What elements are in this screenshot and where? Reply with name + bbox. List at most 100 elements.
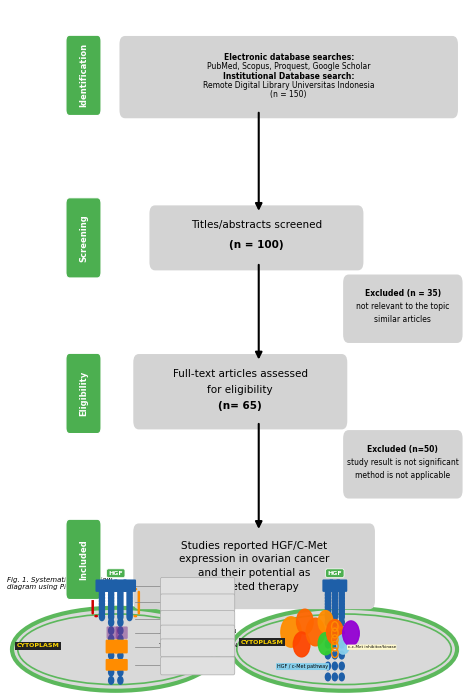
Circle shape — [339, 610, 344, 618]
FancyBboxPatch shape — [66, 198, 101, 278]
FancyBboxPatch shape — [115, 640, 128, 653]
Circle shape — [325, 594, 330, 602]
Circle shape — [339, 594, 344, 602]
Circle shape — [339, 613, 344, 620]
Circle shape — [339, 673, 344, 681]
Circle shape — [332, 610, 337, 618]
Circle shape — [325, 629, 330, 637]
Text: HGF / c-Met pathway: HGF / c-Met pathway — [277, 664, 328, 669]
Text: (n = 100): (n = 100) — [229, 240, 284, 250]
Circle shape — [118, 591, 123, 599]
Circle shape — [293, 632, 310, 657]
Circle shape — [118, 677, 123, 684]
Circle shape — [118, 588, 123, 595]
Circle shape — [109, 597, 114, 605]
Circle shape — [332, 604, 337, 611]
Circle shape — [127, 604, 132, 611]
Circle shape — [339, 597, 344, 605]
Circle shape — [109, 635, 114, 643]
Text: Studies reported HGF/C-Met: Studies reported HGF/C-Met — [181, 541, 327, 551]
Text: (n= 65): (n= 65) — [219, 401, 262, 411]
Text: PubMed, Scopus, Proquest, Google Scholar: PubMed, Scopus, Proquest, Google Scholar — [207, 61, 371, 70]
FancyBboxPatch shape — [322, 579, 333, 592]
Circle shape — [109, 610, 114, 618]
Circle shape — [325, 604, 330, 611]
FancyBboxPatch shape — [66, 36, 101, 116]
Text: SEMA DOMAIN: SEMA DOMAIN — [176, 582, 219, 587]
FancyBboxPatch shape — [149, 206, 364, 270]
Text: c-c-Met inhibitor/kinase: c-c-Met inhibitor/kinase — [347, 645, 396, 649]
FancyBboxPatch shape — [114, 579, 127, 592]
Circle shape — [109, 652, 114, 659]
Text: and their potential as: and their potential as — [198, 568, 310, 579]
Circle shape — [100, 600, 104, 608]
Circle shape — [100, 604, 104, 611]
Text: Identification: Identification — [79, 43, 88, 107]
Circle shape — [337, 635, 350, 654]
Circle shape — [332, 618, 337, 626]
Text: HGF: HGF — [109, 571, 123, 576]
Ellipse shape — [12, 608, 219, 691]
Circle shape — [127, 606, 132, 614]
Circle shape — [127, 588, 132, 595]
Circle shape — [127, 613, 132, 620]
Circle shape — [118, 652, 123, 659]
Circle shape — [100, 606, 104, 614]
Text: CYTOPLASM: CYTOPLASM — [17, 643, 60, 648]
Circle shape — [100, 597, 104, 605]
Circle shape — [118, 660, 123, 668]
Circle shape — [118, 606, 123, 614]
Circle shape — [109, 668, 114, 676]
FancyBboxPatch shape — [66, 519, 101, 599]
Text: targeted therapy: targeted therapy — [210, 582, 299, 592]
Circle shape — [325, 641, 330, 648]
FancyBboxPatch shape — [329, 579, 340, 592]
Circle shape — [109, 618, 114, 626]
Circle shape — [109, 604, 114, 611]
FancyBboxPatch shape — [161, 611, 235, 629]
Circle shape — [325, 588, 330, 595]
Text: Screening: Screening — [79, 214, 88, 262]
FancyBboxPatch shape — [161, 594, 235, 612]
FancyBboxPatch shape — [107, 627, 118, 639]
Circle shape — [118, 610, 123, 618]
FancyBboxPatch shape — [115, 659, 128, 671]
Circle shape — [127, 597, 132, 605]
Circle shape — [281, 617, 301, 648]
Circle shape — [332, 597, 337, 605]
Circle shape — [118, 585, 123, 592]
FancyBboxPatch shape — [161, 625, 235, 643]
FancyBboxPatch shape — [119, 36, 458, 118]
Text: Included: Included — [79, 539, 88, 580]
Circle shape — [325, 618, 330, 626]
Circle shape — [118, 600, 123, 608]
Circle shape — [109, 606, 114, 614]
Circle shape — [118, 613, 123, 620]
Circle shape — [325, 662, 330, 670]
FancyBboxPatch shape — [161, 577, 235, 595]
Circle shape — [339, 662, 344, 670]
Text: similar articles: similar articles — [374, 315, 431, 324]
Circle shape — [318, 611, 333, 633]
Circle shape — [327, 620, 343, 645]
Circle shape — [339, 606, 344, 614]
FancyBboxPatch shape — [343, 275, 463, 343]
Circle shape — [100, 613, 104, 620]
Circle shape — [127, 594, 132, 602]
Circle shape — [325, 651, 330, 659]
Circle shape — [109, 585, 114, 592]
FancyBboxPatch shape — [106, 640, 118, 653]
Circle shape — [100, 610, 104, 618]
Circle shape — [339, 629, 344, 637]
Circle shape — [100, 594, 104, 602]
Text: PSI DOMAIN: PSI DOMAIN — [180, 599, 215, 604]
Circle shape — [100, 588, 104, 595]
Circle shape — [332, 588, 337, 595]
Circle shape — [118, 594, 123, 602]
Circle shape — [332, 651, 337, 659]
Circle shape — [332, 673, 337, 681]
Text: Remote Digital Library Universitas Indonesia: Remote Digital Library Universitas Indon… — [203, 81, 374, 90]
Circle shape — [318, 633, 333, 654]
Circle shape — [109, 594, 114, 602]
Circle shape — [118, 643, 123, 651]
